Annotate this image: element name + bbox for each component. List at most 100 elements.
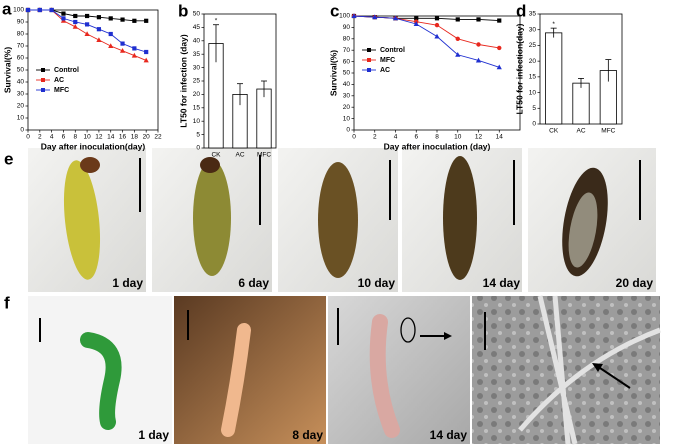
x-tick-label: 18	[131, 134, 139, 141]
legend-marker	[367, 58, 371, 62]
y-tick-label: 20	[343, 104, 351, 111]
x-tick-label: 14	[107, 134, 115, 141]
photo-label: 6 day	[238, 276, 269, 290]
marker	[434, 16, 440, 21]
x-tick-label: 4	[50, 134, 54, 141]
larva	[318, 162, 358, 278]
legend-marker	[41, 68, 45, 72]
y-tick-label: 30	[343, 93, 351, 100]
x-tick-label: 8	[435, 134, 439, 141]
y-tick-label: 0	[20, 127, 24, 134]
larva	[221, 323, 251, 437]
marker	[73, 13, 78, 19]
marker	[434, 33, 440, 39]
marker	[372, 14, 378, 20]
y-tick-label: 40	[343, 81, 351, 88]
x-tick-label: AC	[235, 152, 244, 159]
marker	[455, 17, 460, 22]
bar	[545, 32, 563, 125]
y-tick-label: 100	[339, 13, 350, 20]
photo-label: 10 day	[358, 276, 396, 290]
photo-label: 14 day	[483, 276, 521, 290]
x-tick-label: 2	[373, 134, 377, 141]
y-axis-label: LT50 for infection(day)	[514, 23, 524, 114]
y-tick-label: 80	[17, 31, 25, 38]
x-tick-label: 0	[26, 134, 30, 141]
x-tick-label: CK	[549, 128, 559, 135]
marker	[434, 22, 440, 28]
marker	[119, 48, 126, 53]
y-tick-label: 70	[17, 43, 25, 50]
larva	[443, 156, 477, 280]
panel-letter: d	[516, 1, 526, 20]
y-axis-label: Survival(%)	[2, 47, 12, 93]
bar	[572, 82, 590, 125]
marker	[61, 11, 66, 16]
y-tick-label: 40	[193, 38, 201, 45]
marker	[37, 7, 42, 13]
photo	[174, 296, 326, 444]
marker	[475, 57, 482, 63]
x-axis-label: Day after inoculation (day)	[384, 141, 491, 151]
legend-marker	[367, 48, 371, 52]
y-tick-label: 15	[193, 105, 201, 112]
y-axis-label: LT50 for infection (day)	[178, 34, 188, 128]
x-tick-label: 0	[352, 134, 356, 141]
x-tick-label: MFC	[601, 128, 615, 135]
annotation: *	[552, 21, 555, 28]
marker	[25, 7, 31, 13]
marker	[497, 45, 502, 51]
marker	[392, 15, 399, 21]
x-tick-label: 16	[119, 134, 127, 141]
y-tick-label: 0	[346, 127, 350, 134]
marker	[476, 42, 481, 47]
x-tick-label: 14	[496, 134, 504, 141]
legend-marker	[41, 88, 45, 92]
larva	[80, 332, 122, 430]
y-tick-label: 0	[196, 145, 200, 152]
photo-label: 1 day	[112, 276, 143, 290]
marker	[496, 64, 502, 70]
y-tick-label: 90	[343, 24, 351, 31]
y-tick-label: 70	[343, 47, 351, 54]
legend-marker	[41, 78, 45, 82]
circle-marker	[400, 317, 416, 343]
panel-letter: e	[4, 149, 13, 168]
y-tick-label: 30	[17, 91, 25, 98]
x-tick-label: 4	[394, 134, 398, 141]
marker	[84, 13, 90, 19]
x-tick-label: 2	[38, 134, 42, 141]
y-tick-label: 25	[193, 78, 201, 85]
panel-letter: c	[330, 1, 339, 20]
photo-row-f	[28, 295, 661, 445]
x-tick-label: 12	[95, 134, 103, 141]
legend-label: Control	[54, 67, 79, 74]
y-tick-label: 0	[532, 121, 536, 128]
marker	[132, 18, 137, 23]
y-tick-label: 50	[193, 11, 201, 18]
y-tick-label: 40	[17, 79, 25, 86]
larva	[193, 160, 231, 276]
panel-letter: a	[2, 0, 12, 18]
annotation: *	[215, 17, 218, 24]
legend-label: MFC	[54, 87, 69, 94]
y-tick-label: 60	[343, 58, 351, 65]
legend-marker	[367, 68, 371, 72]
x-tick-label: AC	[576, 128, 585, 135]
larva	[369, 314, 400, 438]
y-tick-label: 15	[529, 74, 537, 81]
bar	[256, 88, 272, 149]
y-tick-label: 50	[343, 70, 351, 77]
marker	[144, 49, 149, 55]
y-tick-label: 10	[193, 118, 201, 125]
y-tick-label: 90	[17, 19, 25, 26]
larva	[63, 160, 101, 280]
legend-label: MFC	[380, 57, 395, 64]
y-tick-label: 10	[529, 89, 537, 96]
x-tick-label: 8	[73, 134, 77, 141]
y-tick-label: 10	[343, 115, 351, 122]
x-tick-label: 12	[475, 134, 483, 141]
x-axis-label: Day after inoculation(day)	[41, 141, 146, 151]
y-tick-label: 5	[532, 105, 536, 112]
